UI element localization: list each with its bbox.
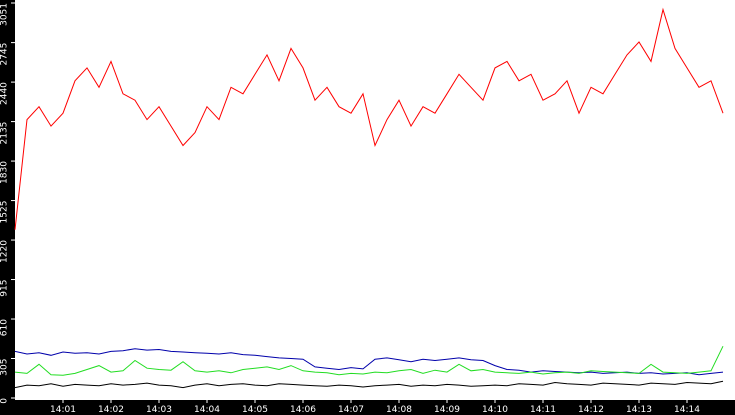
y-axis-strip [0, 0, 15, 415]
x-tick-label: 14:06 [290, 405, 316, 415]
y-tick-label: 3051 [0, 3, 10, 26]
y-tick-label: 915 [0, 280, 10, 297]
series-line [14, 380, 724, 389]
x-tick-label: 14:02 [98, 405, 124, 415]
x-tick-label: 14:04 [194, 405, 220, 415]
y-tick-label: 0 [0, 398, 10, 404]
y-tick-label: 1830 [0, 161, 10, 184]
x-tick-label: 14:08 [386, 405, 412, 415]
y-tick-label: 610 [0, 319, 10, 336]
x-tick-label: 14:09 [434, 405, 460, 415]
x-tick-label: 14:11 [530, 405, 556, 415]
y-tick-label: 2745 [0, 43, 10, 66]
x-tick-label: 14:14 [674, 405, 700, 415]
x-tick-label: 14:03 [146, 405, 172, 415]
series-line [14, 7, 724, 230]
y-tick-label: 1525 [0, 201, 10, 224]
series-line [14, 348, 724, 376]
x-axis-strip [0, 400, 735, 415]
x-tick-label: 14:13 [626, 405, 652, 415]
x-tick-label: 14:01 [50, 405, 76, 415]
y-tick-label: 305 [0, 359, 10, 376]
x-tick-label: 14:12 [578, 405, 604, 415]
series-line [14, 345, 724, 376]
y-tick-label: 2440 [0, 82, 10, 105]
x-tick-label: 14:07 [338, 405, 364, 415]
x-tick-label: 14:10 [482, 405, 508, 415]
y-tick-label: 2135 [0, 122, 10, 145]
y-tick-label: 1220 [0, 240, 10, 263]
x-tick-label: 14:05 [242, 405, 268, 415]
